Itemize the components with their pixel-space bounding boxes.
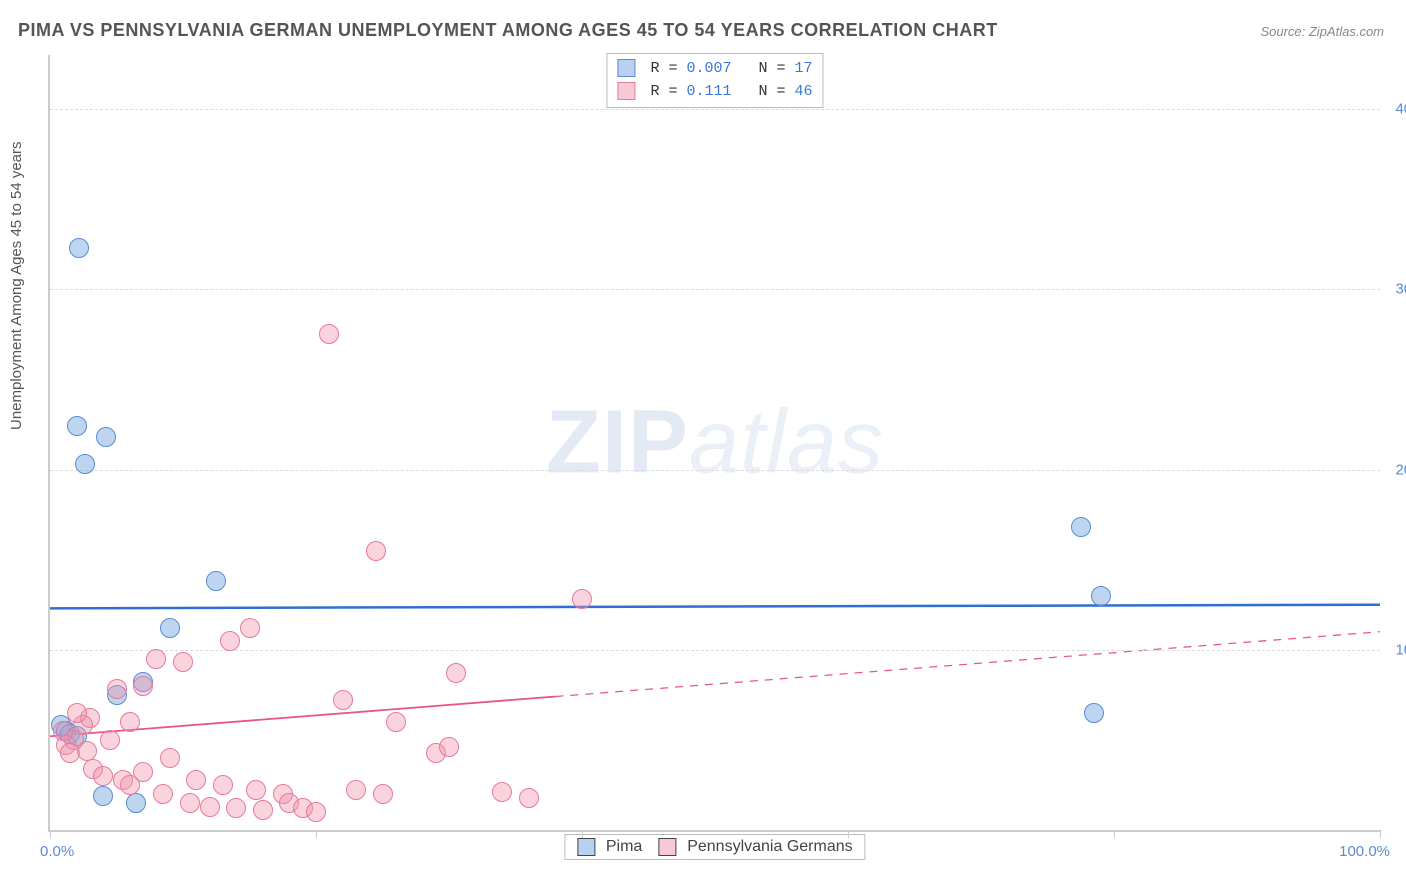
- data-point-pennsylvania-germans: [146, 649, 166, 669]
- data-point-pennsylvania-germans: [346, 780, 366, 800]
- y-tick-label: 30.0%: [1388, 281, 1406, 298]
- legend-swatch-pima-icon: [577, 838, 595, 856]
- data-point-pennsylvania-germans: [180, 793, 200, 813]
- legend-bottom: Pima Pennsylvania Germans: [564, 834, 865, 860]
- legend-label-pima: Pima: [606, 838, 642, 855]
- data-point-pennsylvania-germans: [386, 712, 406, 732]
- data-point-pennsylvania-germans: [240, 618, 260, 638]
- data-point-pennsylvania-germans: [100, 730, 120, 750]
- x-tick: [1114, 830, 1115, 838]
- data-point-pennsylvania-germans: [107, 679, 127, 699]
- x-tick: [848, 830, 849, 838]
- trend-lines: [50, 55, 1380, 830]
- data-point-pima: [160, 618, 180, 638]
- data-point-pennsylvania-germans: [173, 652, 193, 672]
- data-point-pennsylvania-germans: [572, 589, 592, 609]
- data-point-pennsylvania-germans: [213, 775, 233, 795]
- gridline: [50, 650, 1380, 651]
- data-point-pennsylvania-germans: [366, 541, 386, 561]
- source-label: Source: ZipAtlas.com: [1260, 24, 1384, 39]
- data-point-pennsylvania-germans: [373, 784, 393, 804]
- y-tick-label: 10.0%: [1388, 641, 1406, 658]
- swatch-pink-icon: [617, 82, 635, 100]
- swatch-blue-icon: [617, 59, 635, 77]
- data-point-pennsylvania-germans: [133, 762, 153, 782]
- data-point-pennsylvania-germans: [67, 703, 87, 723]
- watermark: ZIPatlas: [546, 391, 884, 494]
- chart-container: PIMA VS PENNSYLVANIA GERMAN UNEMPLOYMENT…: [0, 0, 1406, 892]
- data-point-pima: [1091, 586, 1111, 606]
- data-point-pennsylvania-germans: [492, 782, 512, 802]
- data-point-pennsylvania-germans: [226, 798, 246, 818]
- data-point-pennsylvania-germans: [519, 788, 539, 808]
- gridline: [50, 109, 1380, 110]
- legend-swatch-penn-icon: [659, 838, 677, 856]
- gridline: [50, 470, 1380, 471]
- data-point-pennsylvania-germans: [93, 766, 113, 786]
- x-tick: [582, 830, 583, 838]
- data-point-pennsylvania-germans: [319, 324, 339, 344]
- y-axis-label: Unemployment Among Ages 45 to 54 years: [8, 141, 25, 430]
- data-point-pennsylvania-germans: [77, 741, 97, 761]
- data-point-pima: [206, 571, 226, 591]
- data-point-pennsylvania-germans: [220, 631, 240, 651]
- data-point-pima: [93, 786, 113, 806]
- data-point-pima: [1071, 517, 1091, 537]
- data-point-pima: [67, 416, 87, 436]
- data-point-pima: [96, 427, 116, 447]
- data-point-pima: [69, 238, 89, 258]
- y-tick-label: 40.0%: [1388, 101, 1406, 118]
- x-tick: [1380, 830, 1381, 838]
- data-point-pennsylvania-germans: [253, 800, 273, 820]
- data-point-pima: [75, 454, 95, 474]
- data-point-pennsylvania-germans: [186, 770, 206, 790]
- legend-label-penn: Pennsylvania Germans: [687, 838, 852, 855]
- x-tick: [50, 830, 51, 838]
- stats-row-penn-german: R = 0.111 N = 46: [617, 81, 812, 104]
- x-tick: [316, 830, 317, 838]
- data-point-pennsylvania-germans: [439, 737, 459, 757]
- data-point-pennsylvania-germans: [446, 663, 466, 683]
- data-point-pennsylvania-germans: [333, 690, 353, 710]
- gridline: [50, 289, 1380, 290]
- data-point-pennsylvania-germans: [153, 784, 173, 804]
- x-min-label: 0.0%: [40, 843, 74, 860]
- data-point-pennsylvania-germans: [306, 802, 326, 822]
- data-point-pennsylvania-germans: [160, 748, 180, 768]
- x-max-label: 100.0%: [1339, 843, 1390, 860]
- plot-area: ZIPatlas R = 0.007 N = 17 R = 0.111 N = …: [48, 55, 1380, 832]
- data-point-pima: [126, 793, 146, 813]
- data-point-pennsylvania-germans: [200, 797, 220, 817]
- data-point-pima: [1084, 703, 1104, 723]
- stats-row-pima: R = 0.007 N = 17: [617, 58, 812, 81]
- data-point-pennsylvania-germans: [133, 676, 153, 696]
- stats-box: R = 0.007 N = 17 R = 0.111 N = 46: [606, 53, 823, 108]
- chart-title: PIMA VS PENNSYLVANIA GERMAN UNEMPLOYMENT…: [18, 20, 998, 41]
- data-point-pennsylvania-germans: [246, 780, 266, 800]
- y-tick-label: 20.0%: [1388, 461, 1406, 478]
- data-point-pennsylvania-germans: [120, 712, 140, 732]
